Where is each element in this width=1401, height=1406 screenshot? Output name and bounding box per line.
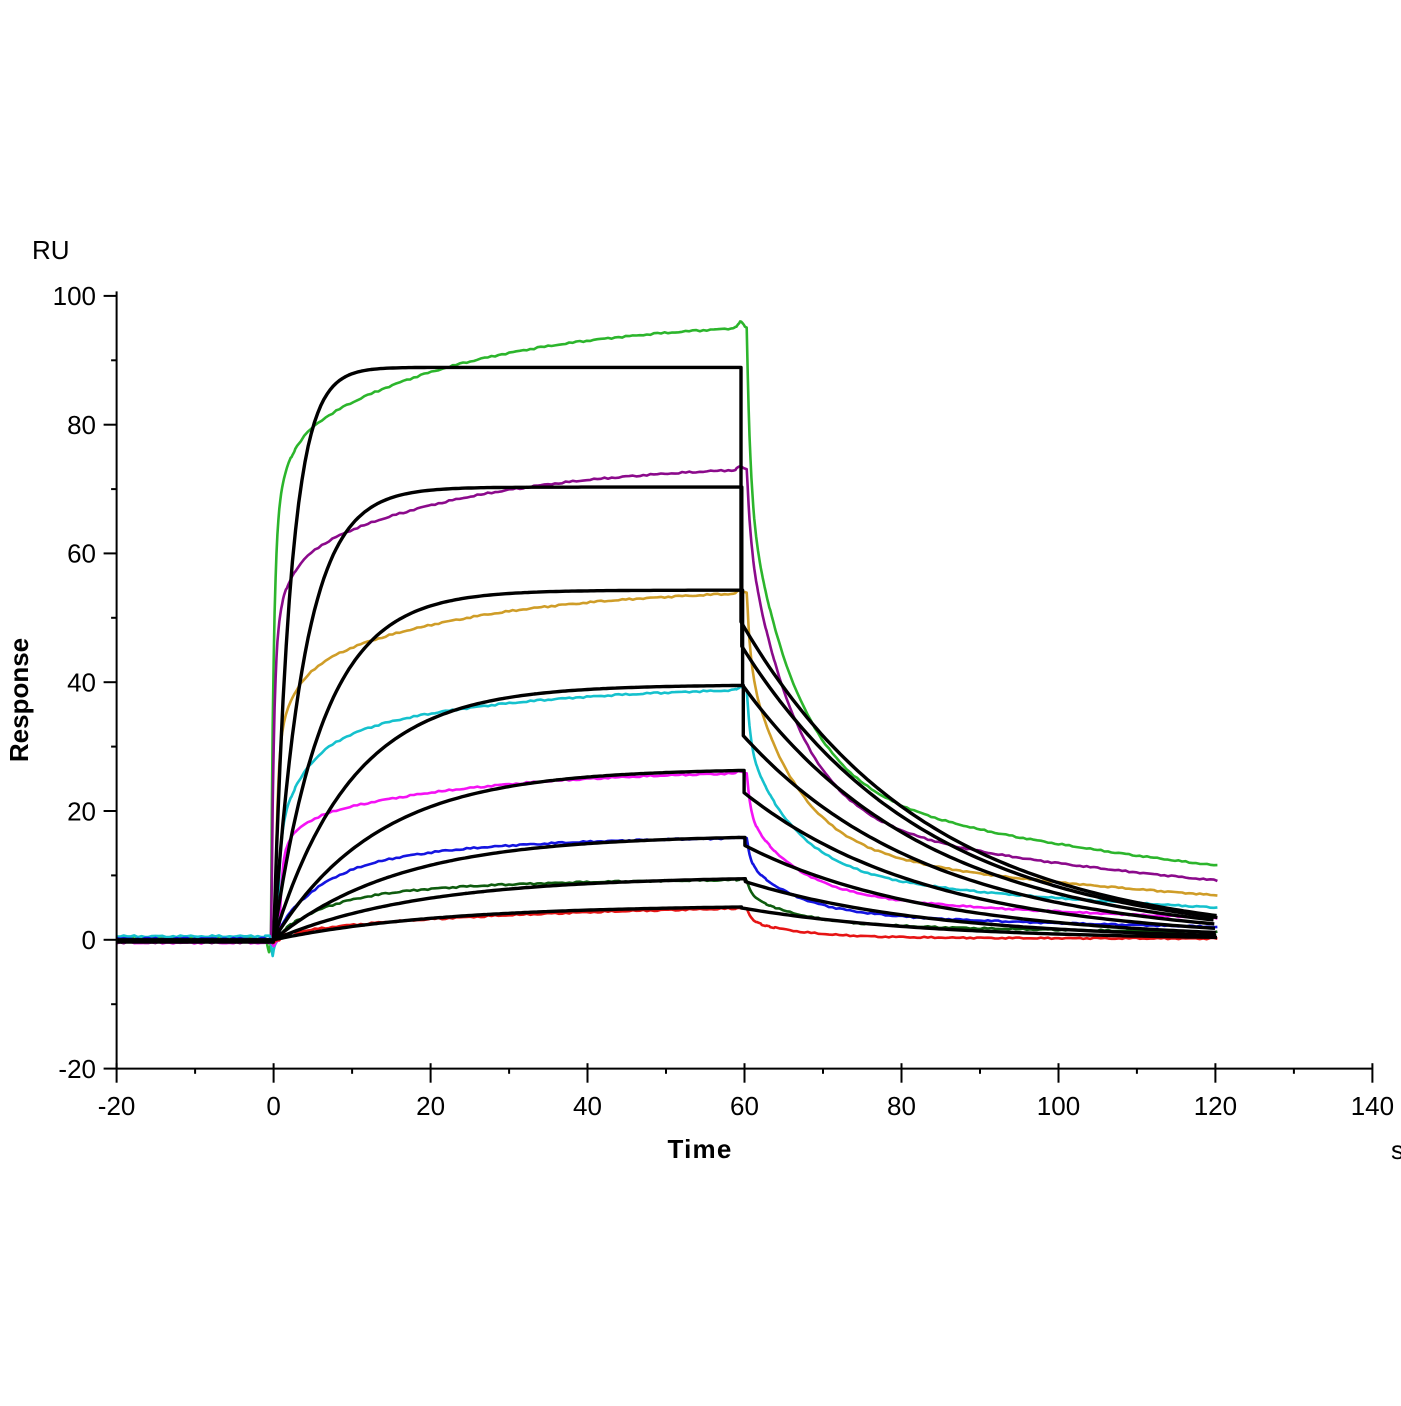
svg-text:-20: -20	[58, 1054, 96, 1084]
svg-text:40: 40	[67, 668, 96, 698]
svg-text:0: 0	[82, 925, 96, 955]
svg-text:100: 100	[1037, 1091, 1080, 1121]
svg-text:60: 60	[67, 539, 96, 569]
svg-text:80: 80	[67, 410, 96, 440]
svg-text:100: 100	[53, 281, 96, 311]
svg-text:20: 20	[416, 1091, 445, 1121]
svg-text:Time: Time	[667, 1134, 732, 1164]
svg-text:80: 80	[887, 1091, 916, 1121]
svg-text:20: 20	[67, 796, 96, 826]
svg-text:60: 60	[730, 1091, 759, 1121]
svg-text:s: s	[1391, 1135, 1401, 1165]
svg-text:RU: RU	[32, 235, 70, 265]
svg-text:120: 120	[1194, 1091, 1237, 1121]
svg-text:40: 40	[573, 1091, 602, 1121]
svg-text:140: 140	[1351, 1091, 1394, 1121]
svg-text:Response: Response	[4, 638, 34, 762]
svg-text:0: 0	[266, 1091, 280, 1121]
svg-text:-20: -20	[98, 1091, 136, 1121]
